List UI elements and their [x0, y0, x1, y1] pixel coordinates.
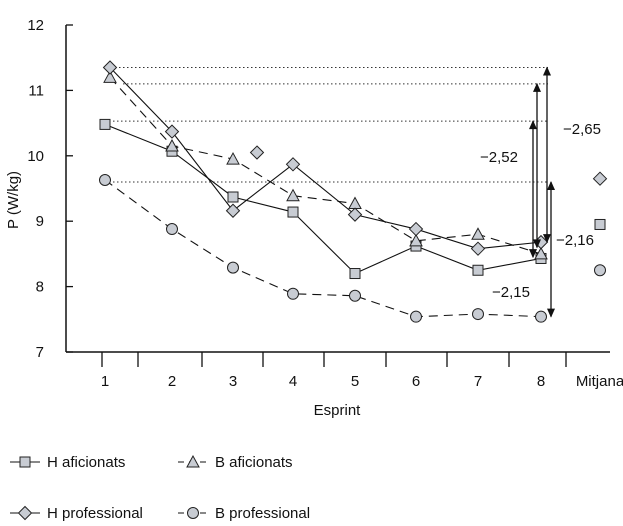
- data-point: [99, 118, 111, 130]
- data-point: [349, 268, 361, 280]
- series-line: [104, 179, 542, 318]
- legend-item: H aficionats: [10, 454, 125, 471]
- data-point: [348, 196, 362, 210]
- data-point: [227, 261, 239, 274]
- y-tick-label: 12: [27, 17, 44, 34]
- data-point: [286, 188, 300, 202]
- legend-label: B aficionats: [215, 454, 293, 471]
- mean-point: [594, 264, 606, 277]
- y-tick-label: 11: [28, 82, 44, 99]
- annotation-arrow: [543, 66, 551, 244]
- legend-marker: [186, 454, 200, 468]
- data-point: [249, 145, 265, 160]
- data-point: [472, 264, 484, 276]
- x-tick-label: 5: [351, 373, 359, 390]
- data-point: [349, 289, 361, 302]
- legend-marker: [187, 507, 199, 519]
- mean-point: [594, 218, 606, 230]
- data-point: [287, 206, 299, 218]
- data-point: [471, 227, 485, 240]
- x-axis-title: Esprint: [314, 402, 362, 419]
- arrow-head: [547, 180, 555, 190]
- series-b-aficionats: [103, 70, 548, 260]
- y-tick-label: 7: [36, 344, 44, 361]
- series-b-professional: [99, 173, 606, 323]
- legend-label: B professional: [215, 505, 310, 522]
- legend-label: H aficionats: [47, 454, 125, 471]
- data-point: [103, 70, 117, 83]
- data-point: [408, 221, 424, 237]
- arrow-head: [533, 82, 541, 92]
- legend-marker: [19, 456, 31, 468]
- series-line: [109, 67, 542, 250]
- data-point: [164, 124, 180, 139]
- y-tick-label: 9: [36, 213, 44, 230]
- series-h-aficionats: [99, 118, 606, 280]
- data-point: [472, 308, 484, 321]
- arrow-head: [543, 66, 551, 76]
- data-point: [102, 60, 118, 75]
- x-tick-label: Mitjana: [576, 373, 623, 390]
- y-axis-title: P (W/kg): [5, 171, 22, 229]
- data-point: [227, 191, 239, 203]
- x-tick-label: 6: [412, 373, 420, 390]
- data-point: [226, 152, 240, 165]
- data-point: [470, 241, 486, 256]
- data-point: [535, 310, 547, 323]
- annotation-label: −2,15: [492, 284, 530, 301]
- arrow-head: [533, 239, 541, 249]
- data-point: [410, 310, 422, 323]
- x-tick-label: 3: [229, 373, 237, 390]
- data-point: [409, 233, 423, 247]
- data-point: [225, 203, 241, 218]
- data-point: [347, 207, 363, 222]
- legend-item: B aficionats: [178, 454, 293, 471]
- legend: H aficionats B aficionats H professional B …: [10, 454, 310, 522]
- y-tick-label: 10: [27, 148, 44, 165]
- annotation-label: −2,65: [563, 121, 601, 138]
- arrow-head: [529, 120, 537, 130]
- legend-item: H professional: [10, 505, 143, 522]
- annotation-arrow: [547, 180, 555, 318]
- series-line: [109, 76, 542, 255]
- arrow-head: [543, 234, 551, 244]
- x-tick-label: 2: [168, 373, 176, 390]
- data-point: [534, 246, 548, 260]
- data-point: [287, 287, 299, 300]
- annotation-label: −2,16: [556, 232, 594, 249]
- x-tick-label: 4: [289, 373, 297, 390]
- legend-label: H professional: [47, 505, 143, 522]
- annotation-arrow: [529, 120, 537, 259]
- data-point: [99, 173, 111, 186]
- x-tick-label: 1: [101, 373, 109, 390]
- legend-marker: [17, 505, 33, 521]
- arrow-head: [529, 249, 537, 259]
- x-tick-label: 8: [537, 373, 545, 390]
- annotation-label: −2,52: [480, 149, 518, 166]
- series-line: [104, 123, 542, 275]
- legend-item: B professional: [178, 505, 310, 522]
- data-point: [166, 223, 178, 236]
- series-h-professional: [102, 60, 608, 256]
- y-tick-label: 8: [36, 279, 44, 296]
- arrow-head: [547, 308, 555, 318]
- annotation-arrow: [533, 82, 541, 249]
- data-point: [165, 138, 179, 152]
- mean-point: [592, 171, 608, 186]
- data-point: [285, 157, 301, 172]
- x-tick-label: 7: [474, 373, 482, 390]
